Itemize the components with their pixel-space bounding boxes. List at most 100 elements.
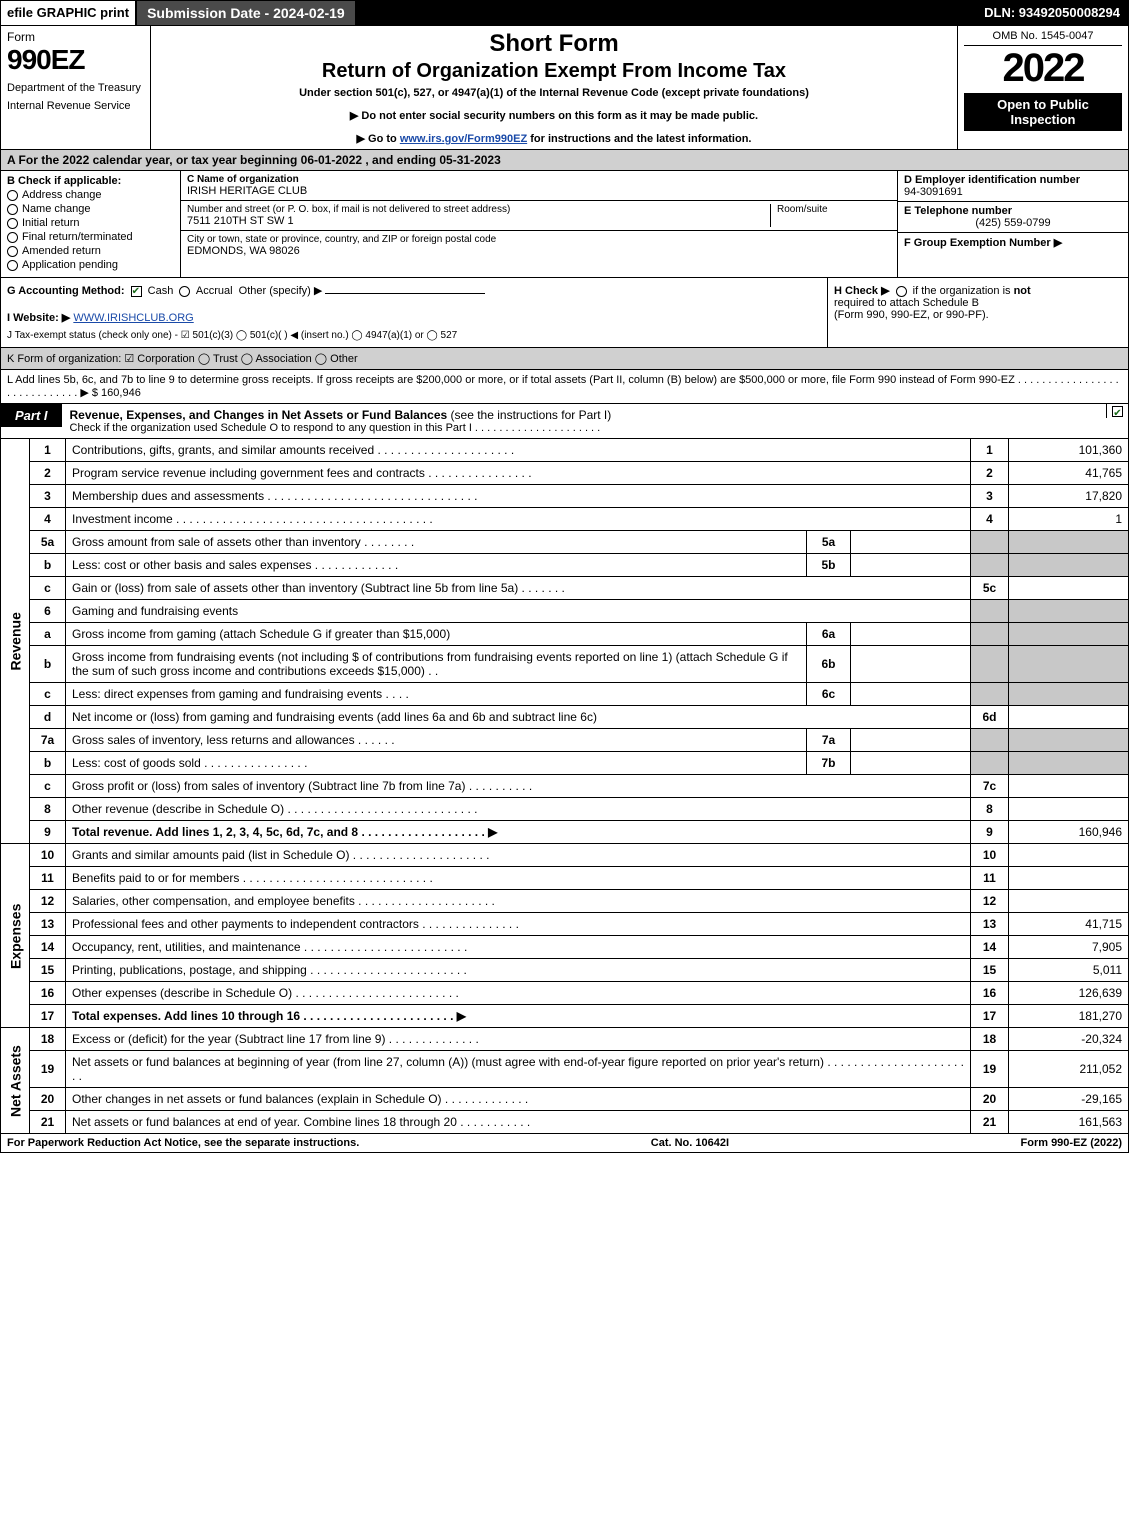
part1-table: Revenue 1 Contributions, gifts, grants, … <box>0 439 1129 1134</box>
dept-irs: Internal Revenue Service <box>7 100 144 112</box>
accrual-checkbox[interactable] <box>179 286 190 297</box>
row-3: 3 Membership dues and assessments . . . … <box>1 485 1129 508</box>
goto-post: for instructions and the latest informat… <box>530 133 751 145</box>
cash-checkbox[interactable] <box>131 286 142 297</box>
tax-year: 2022 <box>964 46 1122 91</box>
line-k: K Form of organization: ☑ Corporation ◯ … <box>0 348 1129 370</box>
org-address: 7511 210TH ST SW 1 <box>187 215 766 227</box>
desc-17: Total expenses. Add lines 10 through 16 … <box>72 1009 466 1023</box>
h-label: H Check ▶ <box>834 285 890 297</box>
desc-1: Contributions, gifts, grants, and simila… <box>72 443 374 457</box>
desc-18: Excess or (deficit) for the year (Subtra… <box>72 1032 385 1046</box>
val-3: 17,820 <box>1009 485 1129 508</box>
cb-address-change[interactable]: Address change <box>22 189 102 201</box>
footer: For Paperwork Reduction Act Notice, see … <box>0 1134 1129 1153</box>
row-gh: G Accounting Method: Cash Accrual Other … <box>0 278 1129 348</box>
room-suite-label: Room/suite <box>777 204 891 215</box>
row-6c: c Less: direct expenses from gaming and … <box>1 683 1129 706</box>
cb-final-return[interactable]: Final return/terminated <box>22 231 133 243</box>
row-12: 12 Salaries, other compensation, and emp… <box>1 890 1129 913</box>
part1-title-sub: (see the instructions for Part I) <box>451 408 612 422</box>
row-20: 20 Other changes in net assets or fund b… <box>1 1088 1129 1111</box>
desc-20: Other changes in net assets or fund bala… <box>72 1092 442 1106</box>
desc-21: Net assets or fund balances at end of ye… <box>72 1115 457 1129</box>
ssn-warning: ▶ Do not enter social security numbers o… <box>159 109 949 122</box>
h-text3: (Form 990, 990-EZ, or 990-PF). <box>834 309 989 321</box>
desc-6: Gaming and fundraising events <box>66 600 971 623</box>
website-link[interactable]: WWW.IRISHCLUB.ORG <box>73 312 193 324</box>
form-number: 990EZ <box>7 44 144 76</box>
val-21: 161,563 <box>1009 1111 1129 1134</box>
row-5c: c Gain or (loss) from sale of assets oth… <box>1 577 1129 600</box>
val-4: 1 <box>1009 508 1129 531</box>
desc-11: Benefits paid to or for members <box>72 871 239 885</box>
section-a: A For the 2022 calendar year, or tax yea… <box>0 150 1129 171</box>
val-15: 5,011 <box>1009 959 1129 982</box>
cb-initial-return[interactable]: Initial return <box>22 217 79 229</box>
part1-header: Part I Revenue, Expenses, and Changes in… <box>0 404 1129 439</box>
desc-13: Professional fees and other payments to … <box>72 917 419 931</box>
vlabel-expenses: Expenses <box>1 844 30 1028</box>
row-6: 6 Gaming and fundraising events <box>1 600 1129 623</box>
cb-amended[interactable]: Amended return <box>22 245 101 257</box>
footer-right: Form 990-EZ (2022) <box>1021 1137 1123 1149</box>
desc-12: Salaries, other compensation, and employ… <box>72 894 355 908</box>
form-word: Form <box>7 30 144 44</box>
desc-8: Other revenue (describe in Schedule O) <box>72 802 284 816</box>
desc-6a: Gross income from gaming (attach Schedul… <box>72 627 450 641</box>
val-10 <box>1009 844 1129 867</box>
l-value: 160,946 <box>101 387 141 399</box>
box-de: D Employer identification number 94-3091… <box>898 171 1128 277</box>
accrual-label: Accrual <box>196 285 233 297</box>
h-text1: if the organization is <box>913 285 1014 297</box>
part1-title: Revenue, Expenses, and Changes in Net As… <box>62 404 1106 438</box>
h-checkbox[interactable] <box>896 286 907 297</box>
subval-5b <box>851 554 971 577</box>
row-2: 2 Program service revenue including gove… <box>1 462 1129 485</box>
line-l: L Add lines 5b, 6c, and 7b to line 9 to … <box>0 370 1129 404</box>
h-right: H Check ▶ if the organization is not req… <box>828 278 1128 347</box>
val-5c <box>1009 577 1129 600</box>
row-10: Expenses 10 Grants and similar amounts p… <box>1 844 1129 867</box>
cash-label: Cash <box>148 285 174 297</box>
c-city-label: City or town, state or province, country… <box>187 234 891 245</box>
part1-checkline: Check if the organization used Schedule … <box>70 422 1098 434</box>
main-title: Return of Organization Exempt From Incom… <box>159 60 949 83</box>
desc-6c: Less: direct expenses from gaming and fu… <box>72 687 382 701</box>
subval-7a <box>851 729 971 752</box>
row-9: 9 Total revenue. Add lines 1, 2, 3, 4, 5… <box>1 821 1129 844</box>
subval-6b <box>851 646 971 683</box>
row-13: 13 Professional fees and other payments … <box>1 913 1129 936</box>
irs-link[interactable]: www.irs.gov/Form990EZ <box>400 133 527 145</box>
row-7b: b Less: cost of goods sold . . . . . . .… <box>1 752 1129 775</box>
desc-6b: Gross income from fundraising events (no… <box>72 650 788 678</box>
row-15: 15 Printing, publications, postage, and … <box>1 959 1129 982</box>
desc-6d: Net income or (loss) from gaming and fun… <box>72 710 597 724</box>
footer-left: For Paperwork Reduction Act Notice, see … <box>7 1137 359 1149</box>
g-left: G Accounting Method: Cash Accrual Other … <box>1 278 828 347</box>
val-2: 41,765 <box>1009 462 1129 485</box>
box-b-title: B Check if applicable: <box>7 175 174 187</box>
i-label: I Website: ▶ <box>7 312 70 324</box>
row-7a: 7a Gross sales of inventory, less return… <box>1 729 1129 752</box>
h-not: not <box>1014 285 1031 297</box>
part1-checkbox[interactable] <box>1106 404 1128 418</box>
dln: DLN: 93492050008294 <box>976 1 1128 25</box>
goto-pre: ▶ Go to <box>357 133 400 145</box>
row-16: 16 Other expenses (describe in Schedule … <box>1 982 1129 1005</box>
cb-name-change[interactable]: Name change <box>22 203 91 215</box>
val-18: -20,324 <box>1009 1028 1129 1051</box>
desc-7a: Gross sales of inventory, less returns a… <box>72 733 355 747</box>
efile-label[interactable]: efile GRAPHIC print <box>1 1 137 25</box>
row-6d: d Net income or (loss) from gaming and f… <box>1 706 1129 729</box>
row-17: 17 Total expenses. Add lines 10 through … <box>1 1005 1129 1028</box>
row-6b: b Gross income from fundraising events (… <box>1 646 1129 683</box>
submission-date: Submission Date - 2024-02-19 <box>137 1 357 25</box>
val-9: 160,946 <box>1009 821 1129 844</box>
d-label: D Employer identification number <box>904 174 1122 186</box>
other-label: Other (specify) ▶ <box>239 285 323 297</box>
row-6a: a Gross income from gaming (attach Sched… <box>1 623 1129 646</box>
other-input[interactable] <box>325 293 485 294</box>
cb-pending[interactable]: Application pending <box>22 259 118 271</box>
ein: 94-3091691 <box>904 186 1122 198</box>
